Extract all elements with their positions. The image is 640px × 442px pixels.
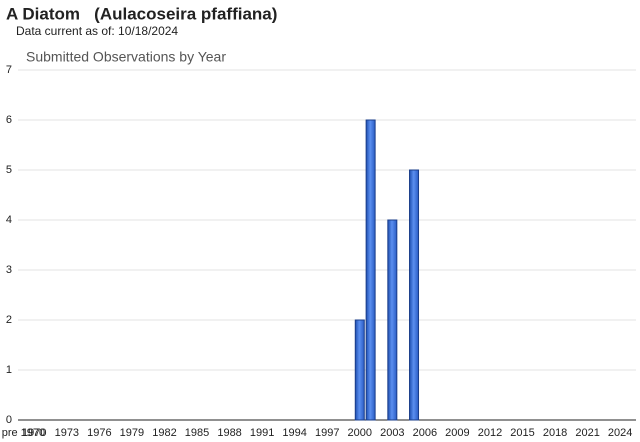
x-tick-label: 1979 (120, 427, 144, 439)
bar (409, 169, 420, 421)
x-tick-label: 1988 (217, 427, 241, 439)
x-tick-label: 1982 (152, 427, 176, 439)
title: A Diatom (Aulacoseira pfaffiana) (6, 4, 277, 23)
x-tick-label: 1991 (250, 427, 274, 439)
x-tick-label: 2018 (543, 427, 567, 439)
x-tick-label: 2009 (445, 427, 469, 439)
x-tick-label: 2015 (510, 427, 534, 439)
subtitle: Data current as of: 10/18/2024 (16, 24, 178, 38)
x-tick-label: 2000 (348, 427, 372, 439)
y-tick-label: 6 (6, 114, 12, 126)
y-tick-label: 0 (6, 414, 12, 426)
x-tick-label: 1997 (315, 427, 339, 439)
x-tick-label: 2012 (478, 427, 502, 439)
x-tick-label: 2024 (608, 427, 632, 439)
bar (365, 119, 376, 421)
y-tick-label: 2 (6, 314, 12, 326)
x-tick-label: pre 1970 (2, 427, 45, 439)
y-tick-label: 5 (6, 164, 12, 176)
bar (354, 319, 365, 421)
x-tick-label: 2021 (575, 427, 599, 439)
x-tick-label: 1970 (22, 427, 46, 439)
x-tick-label: 2006 (413, 427, 437, 439)
y-tick-label: 4 (6, 214, 12, 226)
y-tick-label: 1 (6, 364, 12, 376)
x-tick-label: 1976 (87, 427, 111, 439)
y-tick-label: 3 (6, 264, 12, 276)
bar (387, 219, 398, 421)
y-tick-label: 7 (6, 64, 12, 76)
chart-title: Submitted Observations by Year (26, 49, 226, 65)
x-tick-label: 1973 (55, 427, 79, 439)
x-tick-label: 1994 (282, 427, 306, 439)
x-tick-label: 1985 (185, 427, 209, 439)
x-tick-label: 2003 (380, 427, 404, 439)
